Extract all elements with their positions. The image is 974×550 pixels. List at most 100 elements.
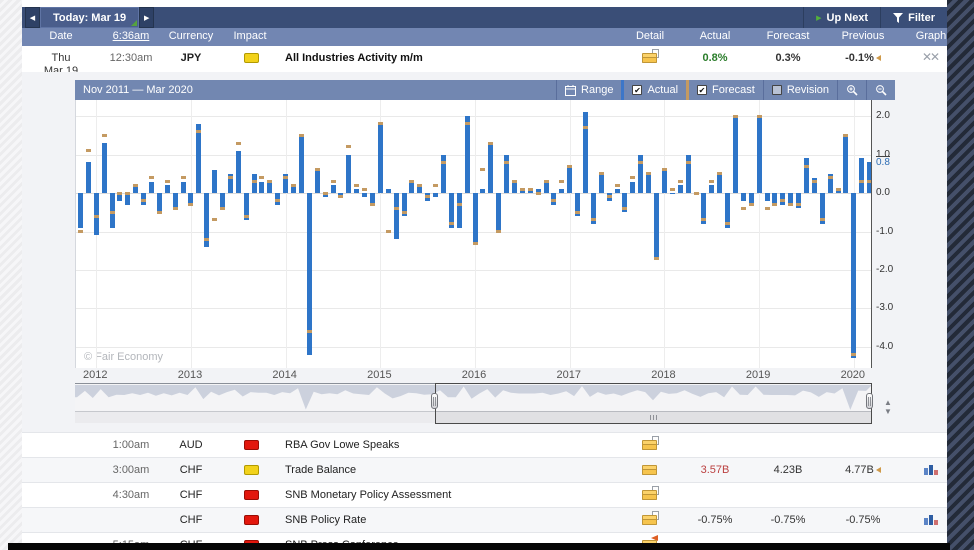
- forecast-marker: [417, 183, 423, 187]
- bottom-edge-bar: [8, 543, 950, 550]
- forecast-marker: [338, 195, 344, 199]
- col-previous: Previous: [841, 30, 885, 42]
- forecast-marker: [275, 199, 281, 203]
- open-graph-icon[interactable]: [924, 514, 940, 525]
- forecast-marker: [614, 183, 620, 187]
- filter-funnel-icon: [893, 12, 904, 23]
- x-tick-label: 2013: [177, 369, 203, 381]
- page-edge-decoration: [947, 0, 974, 550]
- actual-bar: [259, 181, 265, 194]
- detail-folder-icon[interactable]: [642, 463, 658, 475]
- col-currency: Currency: [168, 30, 214, 42]
- forecast-marker: [646, 172, 652, 176]
- actual-bar: [709, 185, 715, 194]
- detail-folder-page-icon[interactable]: [642, 486, 659, 500]
- x-tick-label: 2016: [461, 369, 487, 381]
- forecast-marker: [740, 206, 746, 210]
- actual-bar: [275, 193, 281, 205]
- event-row[interactable]: 4:30am CHF SNB Monetary Policy Assessment: [22, 482, 947, 507]
- forecast-marker: [322, 191, 328, 195]
- zoom-in-button[interactable]: [837, 80, 866, 100]
- actual-bar: [393, 193, 399, 240]
- event-row[interactable]: 3:00am CHF Trade Balance 3.57B 4.23B 4.77B: [22, 457, 947, 482]
- actual-toggle[interactable]: ✔ Actual: [621, 80, 686, 100]
- forecast-marker: [141, 199, 147, 203]
- forecast-marker: [330, 180, 336, 183]
- range-button[interactable]: Range: [556, 80, 621, 100]
- actual-bar: [196, 123, 202, 194]
- revision-toggle[interactable]: Revision: [762, 80, 837, 100]
- actual-bar: [811, 177, 817, 194]
- forecast-value: -0.75%: [770, 514, 806, 526]
- actual-bar: [354, 189, 360, 194]
- forecast-marker: [835, 187, 841, 191]
- forecast-marker: [788, 203, 794, 207]
- forecast-toggle[interactable]: ✔ Forecast: [686, 80, 763, 100]
- current-value-tag: 0.8: [876, 156, 890, 169]
- gridline-v: [190, 100, 192, 368]
- chart-range-navigator[interactable]: [75, 383, 873, 424]
- today-button[interactable]: Today: Mar 19: [40, 7, 140, 28]
- event-row[interactable]: 1:00am AUD RBA Gov Lowe Speaks: [22, 432, 947, 457]
- calendar-panel: ◀ Today: Mar 19 ▶ ▶ Up Next Filter Date …: [22, 0, 947, 550]
- actual-bar: [535, 189, 541, 194]
- close-graph-icon[interactable]: ✕✕: [922, 50, 940, 64]
- actual-bar: [338, 193, 344, 197]
- forecast-marker: [504, 160, 510, 164]
- actual-bar: [464, 116, 470, 194]
- actual-bar: [827, 173, 833, 194]
- zoom-out-button[interactable]: [866, 80, 895, 100]
- actual-bar: [377, 123, 383, 194]
- next-day-button[interactable]: ▶: [139, 7, 155, 28]
- navigator-selection-window[interactable]: [435, 383, 872, 424]
- event-row[interactable]: CHF SNB Policy Rate -0.75% -0.75% -0.75%: [22, 507, 947, 532]
- chart-resize-spinner[interactable]: ▲ ▼: [881, 398, 895, 418]
- actual-bar: [164, 185, 170, 194]
- impact-red-icon: [244, 490, 259, 500]
- forecast-marker: [575, 210, 581, 214]
- gridline-h: [76, 308, 871, 310]
- open-graph-icon[interactable]: [924, 464, 940, 475]
- scrollbar-grip-icon[interactable]: [646, 414, 662, 421]
- actual-bar: [433, 193, 439, 197]
- detail-folder-page-icon[interactable]: [642, 436, 659, 450]
- event-row[interactable]: 12:30am JPY All Industries Activity m/m 0.8…: [22, 46, 947, 72]
- navigator-scrollbar[interactable]: [436, 411, 871, 423]
- event-currency: JPY: [180, 52, 202, 64]
- y-tick-label: -4.0: [876, 340, 894, 352]
- filter-button[interactable]: Filter: [880, 7, 947, 28]
- forecast-checkbox-checked[interactable]: ✔: [697, 85, 708, 95]
- actual-bar: [772, 193, 778, 205]
- forecast-marker: [401, 210, 407, 214]
- forecast-marker: [369, 203, 375, 207]
- detail-folder-page-icon[interactable]: [642, 49, 659, 63]
- revision-checkbox-unchecked[interactable]: [771, 85, 782, 95]
- navigator-right-handle[interactable]: [866, 393, 873, 409]
- event-time: 3:00am: [112, 464, 150, 476]
- actual-bar: [125, 193, 131, 205]
- up-next-button[interactable]: ▶ Up Next: [803, 7, 880, 28]
- actual-bar: [598, 173, 604, 194]
- chart-plot-area: © Fair Economy: [75, 100, 872, 368]
- forecast-marker: [559, 180, 565, 183]
- forecast-marker: [583, 126, 589, 130]
- spinner-down-icon[interactable]: ▼: [884, 407, 892, 416]
- actual-bar: [764, 193, 770, 201]
- actual-bar: [440, 154, 446, 194]
- current-time-link[interactable]: 6:36am: [112, 30, 150, 42]
- actual-checkbox-checked[interactable]: ✔: [632, 85, 643, 95]
- forecast-marker: [172, 206, 178, 210]
- actual-value: 0.8%: [702, 52, 728, 64]
- forecast-marker: [638, 160, 644, 164]
- forecast-marker: [732, 114, 738, 118]
- detail-folder-page-icon[interactable]: [642, 511, 659, 525]
- actual-bar: [780, 193, 786, 205]
- spinner-up-icon[interactable]: ▲: [884, 398, 892, 407]
- forecast-marker: [756, 114, 762, 118]
- forecast-marker: [851, 353, 857, 357]
- actual-bar: [551, 193, 557, 205]
- impact-yellow-icon: [244, 465, 259, 475]
- navigator-left-handle[interactable]: [431, 393, 438, 409]
- forecast-marker: [725, 222, 731, 226]
- prev-day-button[interactable]: ◀: [25, 7, 40, 28]
